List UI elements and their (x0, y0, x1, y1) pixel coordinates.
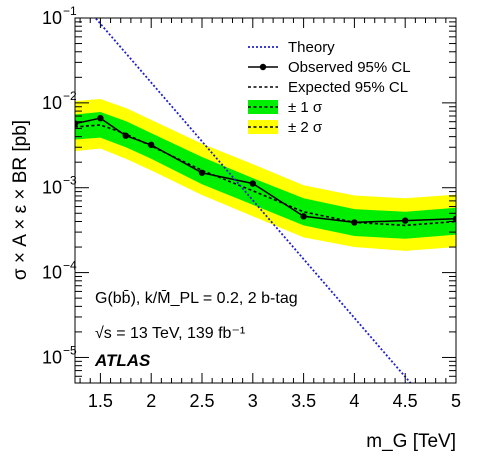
observed-point (249, 180, 256, 187)
atlas-label: ATLAS (94, 351, 151, 370)
legend-label: Expected 95% CL (288, 79, 408, 96)
y-tick-label: 10 (42, 8, 62, 28)
y-tick-exponent: −4 (63, 259, 77, 273)
observed-point (198, 169, 206, 176)
process-label: G(bb̄), k/M̄_PL = 0.2, 2 b-tag (95, 290, 298, 307)
y-tick-exponent: −5 (63, 343, 77, 357)
observed-point (122, 132, 129, 139)
legend-2sigma-swatch (248, 120, 278, 134)
y-tick-exponent: −1 (63, 4, 77, 18)
y-tick-labels: 10−510−410−310−210−1 (42, 4, 77, 367)
legend-entry: Observed 95% CL (248, 59, 411, 76)
legend-label: ± 1 σ (288, 99, 323, 116)
observed-point (97, 114, 104, 122)
observed-point (402, 217, 409, 224)
y-ticks (75, 17, 456, 377)
y-tick-exponent: −3 (63, 174, 77, 188)
legend-entry: ± 2 σ (248, 119, 323, 136)
y-tick-exponent: −2 (63, 89, 77, 103)
x-tick-label: 2 (146, 391, 156, 411)
legend-entry: Theory (248, 39, 335, 56)
legend-label: Observed 95% CL (288, 59, 411, 76)
legend-label: Theory (288, 39, 335, 56)
theory-line (94, 18, 412, 383)
observed-point (452, 215, 456, 223)
observed-markers (75, 114, 456, 226)
y-tick-label: 10 (42, 263, 62, 283)
legend-entry: ± 1 σ (248, 99, 323, 116)
observed-point (351, 219, 358, 226)
plot-area (75, 18, 456, 383)
x-tick-label: 4 (349, 391, 359, 411)
x-tick-label: 4.5 (393, 391, 418, 411)
x-axis-title: m_G [TeV] (366, 431, 456, 452)
legend: Theory Observed 95% CL Expected 95% CL ± 1 … (248, 39, 411, 136)
y-axis-title: σ × A × ε × BR [pb] (10, 120, 31, 280)
expected-line (75, 124, 456, 227)
y-tick-label: 10 (42, 347, 62, 367)
observed-point (300, 213, 307, 220)
x-tick-labels: 1.5 2 2.5 3 3.5 4 4.5 5 (88, 391, 461, 411)
observed-point (148, 141, 155, 149)
legend-1sigma-swatch (248, 100, 278, 114)
legend-label: ± 2 σ (288, 119, 323, 136)
x-tick-label: 3.5 (291, 391, 316, 411)
y-tick-label: 10 (42, 93, 62, 113)
energy-label: √s = 13 TeV, 139 fb⁻¹ (95, 325, 245, 342)
legend-observed-marker (259, 63, 267, 71)
x-tick-label: 1.5 (88, 391, 113, 411)
x-tick-label: 3 (248, 391, 258, 411)
x-tick-label: 2.5 (189, 391, 214, 411)
y-tick-label: 10 (42, 178, 62, 198)
band-1sigma (75, 112, 456, 239)
legend-entry: Expected 95% CL (248, 79, 408, 96)
observed-line (75, 117, 456, 224)
x-tick-label: 5 (451, 391, 461, 411)
